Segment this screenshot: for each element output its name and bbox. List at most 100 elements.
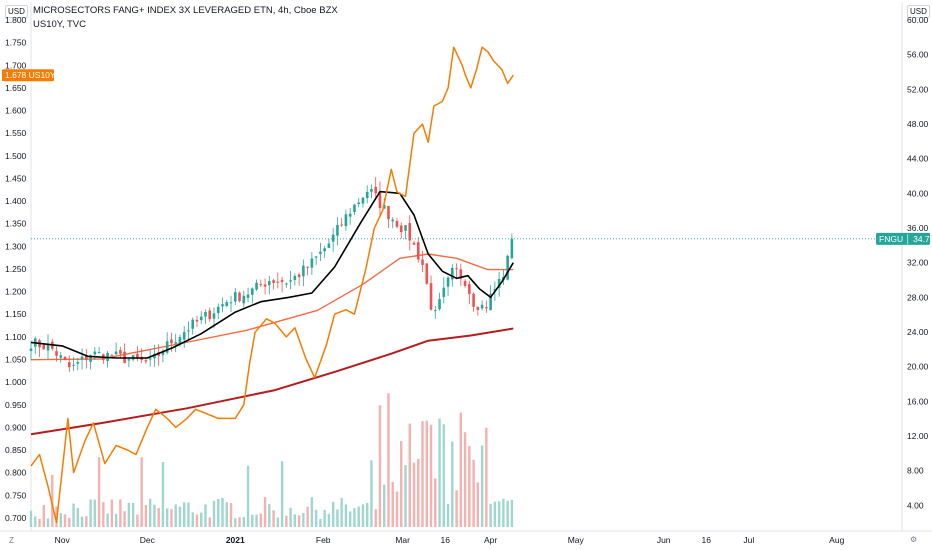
candle-body [250, 288, 254, 295]
candle-body [238, 292, 241, 302]
right-tick-label: 32.00 [907, 258, 929, 268]
candle-body [80, 356, 84, 360]
volume-layer [29, 393, 514, 527]
volume-bar [93, 499, 97, 527]
volume-bar [378, 405, 382, 527]
candle-body [485, 307, 488, 309]
volume-bar [463, 432, 467, 527]
right-scale-label[interactable]: USD [907, 5, 930, 18]
candle-body [327, 243, 331, 248]
left-tick-label: 1.400 [5, 196, 27, 206]
candle-body [272, 280, 275, 283]
right-tick-label: 44.00 [907, 154, 929, 164]
left-tick-label: 0.900 [5, 422, 27, 432]
volume-bar [506, 500, 509, 527]
candle-body [340, 224, 343, 226]
candle-body [506, 255, 509, 280]
candle-body [399, 225, 403, 233]
ma-fast-line [30, 190, 514, 359]
left-tick-label: 1.050 [5, 355, 27, 365]
candle-body [370, 189, 373, 192]
candle-body [55, 351, 58, 356]
volume-bar [212, 500, 216, 527]
time-tick-label: Feb [316, 535, 331, 545]
candle-body [72, 364, 75, 366]
candle-body [425, 263, 429, 284]
volume-bar [191, 512, 194, 527]
volume-bar [234, 518, 237, 527]
candle-body [191, 319, 195, 329]
candle-body [182, 332, 186, 340]
left-tick-label: 1.700 [5, 60, 27, 70]
candle-body [314, 256, 318, 258]
fngu-price-tag-text: FNGU │ 34.75 [879, 234, 932, 245]
time-tick-label: Jul [743, 535, 754, 545]
fngu-price-tag: FNGU │ 34.75 [876, 232, 932, 245]
candle-body [259, 284, 263, 286]
volume-bar [366, 502, 369, 527]
volume-bar [480, 445, 484, 527]
candle-body [42, 344, 46, 350]
candle-body [255, 282, 258, 290]
time-tick-label: Aug [829, 535, 844, 545]
ma-slow-line [30, 327, 514, 436]
right-tick-label: 20.00 [907, 362, 929, 372]
us10y-price-tag-text: 1.678 US10Y [5, 70, 56, 80]
right-tick-label: 4.00 [907, 500, 924, 510]
right-tick-label: 60.00 [907, 15, 929, 25]
volume-bar [374, 509, 377, 527]
candle-body [395, 220, 399, 227]
volume-bar [344, 504, 348, 527]
candle-body [93, 351, 97, 355]
time-tick-label: Dec [140, 535, 156, 545]
chart-header: MICROSECTORS FANG+ INDEX 3X LEVERAGED ET… [33, 5, 338, 30]
candle-body [144, 360, 148, 362]
volume-bar [136, 514, 139, 527]
volume-bar [174, 504, 177, 527]
candle-body [344, 214, 348, 227]
candle-body [455, 268, 458, 270]
right-tick-label: 8.00 [907, 466, 924, 476]
candle-body [404, 225, 407, 231]
chart-subtitle: US10Y, TVC [33, 19, 86, 30]
candle-body [195, 319, 199, 322]
volume-bar [417, 458, 420, 527]
right-tick-label: 56.00 [907, 50, 929, 60]
volume-bar [238, 517, 241, 527]
volume-bar [127, 502, 131, 527]
us10y-price-tag-bg [2, 69, 54, 82]
left-scale-label[interactable]: USD [5, 5, 28, 18]
left-tick-label: 1.150 [5, 309, 27, 319]
volume-bar [259, 513, 263, 527]
candle-body [136, 353, 139, 359]
volume-bar [370, 460, 373, 527]
volume-bar [114, 513, 118, 527]
volume-bar [272, 510, 275, 527]
candle-body [285, 283, 288, 285]
volume-bar [59, 513, 62, 527]
volume-bar [255, 514, 258, 527]
time-tick-label: 2021 [226, 535, 245, 545]
us10y-price-tag: 1.678 US10Y [2, 69, 56, 82]
time-tick-label: Apr [484, 535, 497, 545]
volume-bar [289, 507, 292, 527]
right-tick-label: 40.00 [907, 188, 929, 198]
candle-body [302, 265, 305, 277]
time-tick-label: Jun [657, 535, 671, 545]
volume-bar [34, 516, 37, 527]
volume-bar [297, 515, 301, 527]
candle-body [161, 351, 165, 355]
candle-body [374, 186, 378, 194]
left-tick-label: 1.350 [5, 219, 27, 229]
candle-body [480, 304, 484, 309]
zoom-icon[interactable]: Z [9, 536, 14, 545]
volume-bar [246, 465, 250, 527]
left-tick-label: 0.850 [5, 445, 27, 455]
gear-icon[interactable]: ⚙ [910, 535, 918, 544]
volume-bar [323, 509, 326, 527]
candle-body [63, 356, 67, 360]
candle-body [353, 204, 356, 212]
volume-bar [200, 512, 203, 527]
volume-bar [68, 517, 71, 527]
